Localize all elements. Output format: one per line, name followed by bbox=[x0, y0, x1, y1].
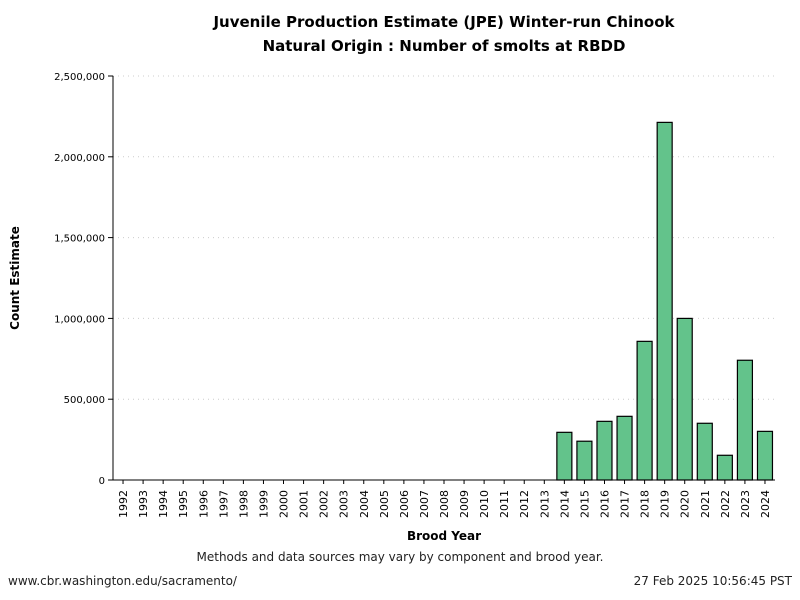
x-tick-label: 2014 bbox=[558, 490, 571, 518]
bar-2020 bbox=[676, 317, 693, 481]
x-tick-label: 2002 bbox=[318, 490, 331, 518]
y-tick-label: 0 bbox=[99, 476, 105, 487]
y-axis-label: Count Estimate bbox=[8, 226, 22, 330]
x-tick-label: 2003 bbox=[338, 490, 351, 518]
x-tick-label: 2006 bbox=[398, 490, 411, 518]
y-tick-label: 2,500,000 bbox=[54, 72, 105, 83]
x-tick-label: 2022 bbox=[719, 490, 732, 518]
x-tick-label: 2004 bbox=[358, 490, 371, 518]
bar-2019 bbox=[656, 121, 673, 481]
chart-subtitle: Natural Origin : Number of smolts at RBD… bbox=[262, 37, 626, 55]
x-tick-label: 2008 bbox=[438, 490, 451, 518]
chart-title: Juvenile Production Estimate (JPE) Winte… bbox=[213, 13, 675, 31]
x-tick-label: 1996 bbox=[197, 490, 210, 518]
x-tick-label: 2011 bbox=[498, 490, 511, 518]
bar-2022 bbox=[716, 454, 733, 481]
x-tick-label: 2018 bbox=[639, 490, 652, 518]
bar-2018 bbox=[636, 340, 653, 481]
x-tick-label: 1997 bbox=[217, 490, 230, 518]
source-url[interactable]: www.cbr.washington.edu/sacramento/ bbox=[8, 574, 237, 588]
x-tick-label: 2020 bbox=[679, 490, 692, 518]
bar-2015 bbox=[576, 440, 593, 481]
x-tick-label: 2009 bbox=[458, 490, 471, 518]
methods-note: Methods and data sources may vary by com… bbox=[196, 550, 604, 564]
y-tick-label: 1,500,000 bbox=[54, 234, 105, 245]
x-tick-label: 2016 bbox=[598, 490, 611, 518]
x-tick-label: 1995 bbox=[177, 490, 190, 518]
bar-2023 bbox=[736, 359, 754, 481]
x-tick-label: 2024 bbox=[759, 490, 772, 518]
x-tick-label: 1992 bbox=[117, 490, 130, 518]
x-tick-label: 2010 bbox=[478, 490, 491, 518]
x-axis-label: Brood Year bbox=[407, 529, 481, 543]
x-tick-label: 2001 bbox=[298, 490, 311, 518]
x-tick-label: 2013 bbox=[538, 490, 551, 518]
x-tick-label: 2007 bbox=[418, 490, 431, 518]
x-tick-label: 2023 bbox=[739, 490, 752, 518]
x-tick-label: 1993 bbox=[137, 490, 150, 518]
bar-2017 bbox=[616, 415, 633, 481]
x-tick-label: 2021 bbox=[699, 490, 712, 518]
y-tick-label: 2,000,000 bbox=[54, 153, 105, 164]
x-tick-label: 2015 bbox=[578, 490, 591, 518]
x-tick-label: 2000 bbox=[278, 490, 291, 518]
x-tick-label: 1994 bbox=[157, 490, 170, 518]
timestamp: 27 Feb 2025 10:56:45 PST bbox=[633, 574, 792, 588]
x-tick-label: 2017 bbox=[619, 490, 632, 518]
y-tick-label: 500,000 bbox=[64, 395, 105, 406]
bar-2014 bbox=[556, 431, 573, 481]
x-tick-label: 2012 bbox=[518, 490, 531, 518]
x-tick-label: 1999 bbox=[257, 490, 270, 518]
x-tick-label: 1998 bbox=[237, 490, 250, 518]
bar-2021 bbox=[696, 422, 713, 481]
x-tick-label: 2019 bbox=[659, 490, 672, 518]
x-tick-label: 2005 bbox=[378, 490, 391, 518]
y-tick-label: 1,000,000 bbox=[54, 314, 105, 325]
bar-2024 bbox=[756, 430, 774, 481]
bar-2016 bbox=[596, 420, 613, 481]
